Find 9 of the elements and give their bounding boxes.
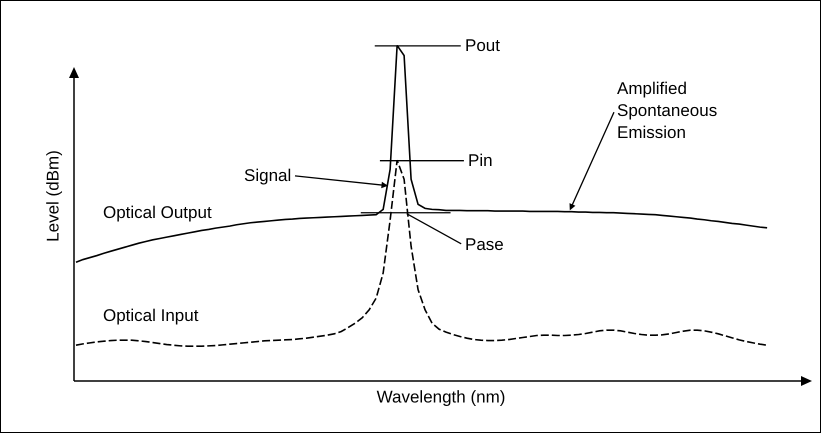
annotation: Pout: [465, 36, 500, 55]
series-label: Optical Output: [103, 203, 212, 222]
annotation: Pin: [468, 151, 493, 170]
y-axis-title: Level (dBm): [44, 150, 63, 242]
x-axis-title: Wavelength (nm): [376, 387, 506, 406]
ref-line-label: Pase: [465, 235, 504, 254]
series-label: Optical Input: [103, 306, 199, 325]
annotation: Signal: [244, 166, 292, 185]
annotation: Amplified Spontaneous Emission: [617, 79, 718, 142]
